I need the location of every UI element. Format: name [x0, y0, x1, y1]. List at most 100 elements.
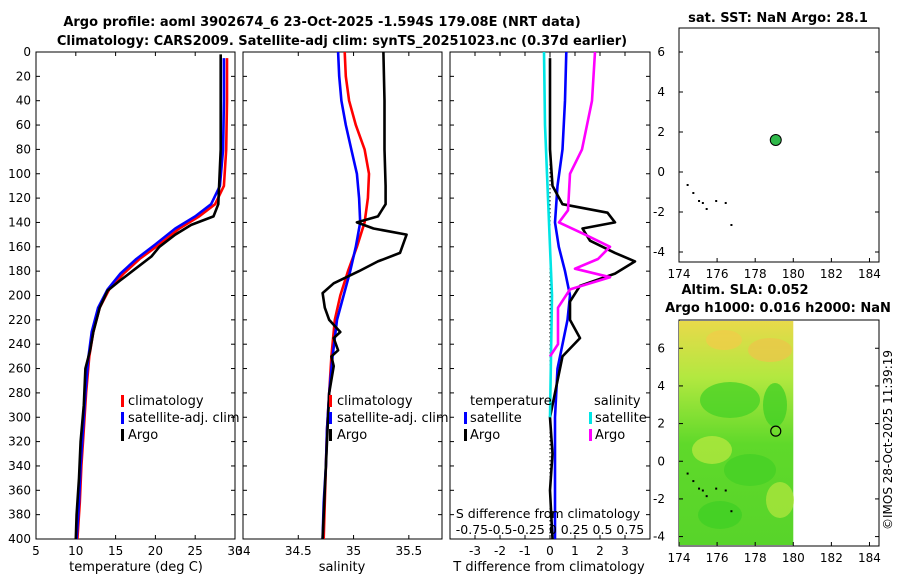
x-tick-label: 10	[68, 544, 83, 558]
x-tick-label: 1	[571, 544, 579, 558]
sst-map-x-ticks: 174 176 178 180 182 184	[668, 258, 881, 281]
y-tick-label: 220	[8, 313, 31, 327]
legend-marker-s-argo	[589, 429, 592, 441]
series-line-climatology	[76, 58, 229, 540]
x-tick-label: 184	[858, 267, 881, 281]
y-tick-label: 2	[657, 125, 665, 139]
temperature-x-ticks: 5 10 15 20 25 30	[32, 52, 243, 558]
y-tick-label: -4	[653, 530, 665, 544]
island-dot	[701, 202, 704, 204]
x-tick-label: 174	[668, 267, 691, 281]
sla-map-coastline	[686, 472, 733, 513]
island-dot	[730, 224, 733, 226]
x-tick-label: 25	[188, 544, 203, 558]
y-tick-label: 0	[657, 454, 665, 468]
x-tick-label: 176	[706, 551, 729, 565]
x-tick-label: 178	[744, 551, 767, 565]
y-tick-label: 6	[657, 45, 665, 59]
y-tick-label: 120	[8, 191, 31, 205]
temperature-series	[74, 54, 229, 540]
y-tick-label: 60	[16, 118, 31, 132]
legend-marker-climatology	[121, 395, 124, 407]
series-line-satellite-adj-clim	[75, 58, 226, 540]
sst-map-y-ticks: -4 -2 0 2 4 6	[653, 45, 879, 259]
salinity-legend: climatology satellite-adj. clim Argo	[329, 394, 449, 443]
sla-patch	[763, 383, 787, 427]
sla-map-x-ticks: 174 176 178 180 182 184	[668, 542, 881, 565]
island-dot	[701, 489, 704, 492]
y-tick-label: 80	[16, 142, 31, 156]
y-tick-label: 0	[23, 45, 31, 59]
y-tick-label: 140	[8, 215, 31, 229]
legend-marker-climatology	[329, 395, 332, 407]
island-dot	[715, 200, 718, 202]
series-line-t-satellite	[553, 51, 572, 539]
legend-marker-satellite	[121, 412, 124, 424]
x-tick-label: 20	[148, 544, 163, 558]
y-tick-label: 280	[8, 386, 31, 400]
temperature-legend: climatology satellite-adj. clim Argo	[121, 394, 240, 443]
y-tick-label: 6	[657, 341, 665, 355]
y-tick-label: 0	[657, 165, 665, 179]
sla-patch	[766, 482, 794, 518]
x-tick-label: 35	[346, 544, 361, 558]
y-tick-label: 340	[8, 459, 31, 473]
sla-map-y-ticks: -4 -2 0 2 4 6	[653, 341, 879, 544]
y-tick-label: 240	[8, 337, 31, 351]
series-line-s-satellite	[542, 51, 554, 418]
x-tick-label: 3	[621, 544, 629, 558]
x-tick-label: 30	[227, 544, 242, 558]
x-tick-label: -2	[494, 544, 506, 558]
y-tick-label: 200	[8, 289, 31, 303]
island-dot	[730, 510, 733, 513]
y-tick-label: 160	[8, 240, 31, 254]
y-tick-label: 300	[8, 410, 31, 424]
legend-marker-t-satellite	[464, 412, 467, 424]
salinity-series	[321, 51, 408, 540]
legend-label-satellite: satellite-adj. clim	[128, 411, 240, 426]
legend-label-s-argo: Argo	[595, 428, 625, 443]
x-tick-label: 180	[782, 551, 805, 565]
y-tick-label: 20	[16, 69, 31, 83]
y-tick-label: 4	[657, 85, 665, 99]
legend-label-satellite: satellite-adj. clim	[337, 411, 449, 426]
legend-marker-s-satellite	[589, 412, 592, 424]
difference-x-ticks: -3 -2 -1 0 1 2 3	[469, 52, 629, 558]
x-tick-label: -3	[469, 544, 481, 558]
temperature-depth-ticks: 0 20 40 60 80 100 120 140 160 180 200 220 240 260 280 3…	[8, 45, 235, 546]
island-dot	[692, 192, 695, 194]
legend-label-s-satellite: satellite	[595, 411, 647, 426]
legend-label-t-satellite: satellite	[470, 411, 522, 426]
legend-label-argo: Argo	[337, 428, 367, 443]
island-dot	[724, 489, 727, 492]
x-tick-label: 178	[744, 267, 767, 281]
y-tick-label: 100	[8, 167, 31, 181]
sla-patch	[692, 436, 732, 464]
island-dot	[686, 184, 689, 186]
island-dot	[698, 487, 701, 490]
island-dot	[705, 495, 708, 498]
x-tick-label: 34.5	[285, 544, 312, 558]
legend-title-temperature: temperature	[470, 394, 552, 409]
legend-marker-satellite	[329, 412, 332, 424]
s-difference-tick-labels: -0.75-0.5-0.25 0 0.25 0.5 0.75	[456, 522, 644, 537]
legend-marker-t-argo	[464, 429, 467, 441]
x-tick-label: 182	[820, 551, 843, 565]
y-tick-label: 180	[8, 264, 31, 278]
y-tick-label: 2	[657, 417, 665, 431]
y-tick-label: -2	[653, 492, 665, 506]
island-dot	[692, 480, 695, 483]
sla-heatmap-field	[679, 321, 794, 545]
y-tick-label: 40	[16, 94, 31, 108]
x-tick-label: 174	[668, 551, 691, 565]
sla-patch	[706, 330, 742, 350]
island-dot	[705, 208, 708, 210]
y-tick-label: 360	[8, 483, 31, 497]
y-tick-label: 380	[8, 508, 31, 522]
s-difference-axis-label: S difference from climatology	[456, 506, 641, 521]
sst-float-marker	[769, 134, 782, 146]
figure-title-line2: Climatology: CARS2009. Satellite-adj cli…	[57, 34, 627, 49]
sst-map-coastline	[686, 184, 733, 226]
series-line-argo	[321, 51, 408, 540]
